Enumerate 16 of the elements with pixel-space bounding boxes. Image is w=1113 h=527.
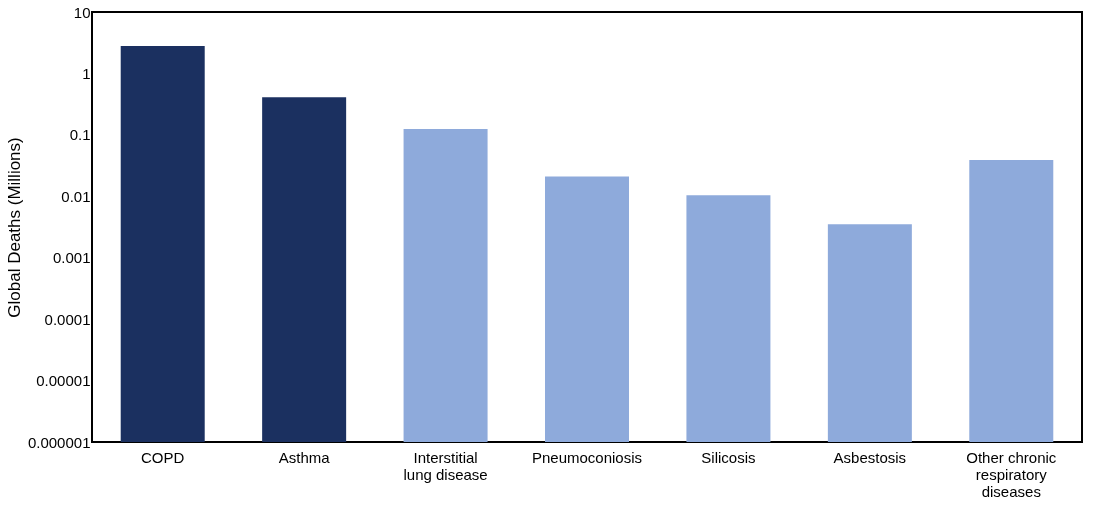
y-tick-label: 0.00001: [36, 372, 91, 390]
y-tick-label: 1: [82, 64, 91, 82]
y-axis-title: Global Deaths (Millions): [4, 137, 24, 318]
y-tick-label: 0.01: [61, 187, 91, 205]
x-tick-label: Asthma: [278, 448, 331, 466]
x-tick-label: Interstitial lung disease: [403, 448, 488, 483]
x-tick-label: Asbestosis: [833, 448, 907, 466]
y-tick-label: 0.0001: [44, 310, 91, 328]
x-tick-label: COPD: [141, 448, 185, 466]
x-tick-label: Silicosis: [701, 448, 756, 466]
x-tick-label: Pneumoconiosis: [531, 448, 643, 466]
y-tick-label: 0.001: [52, 249, 91, 267]
y-tick-label: 0.000001: [27, 433, 91, 451]
y-tick-label: 0.1: [69, 126, 91, 144]
y-tick-label: 10: [73, 3, 91, 21]
x-tick-label: Other chronic respiratory diseases: [966, 448, 1057, 500]
